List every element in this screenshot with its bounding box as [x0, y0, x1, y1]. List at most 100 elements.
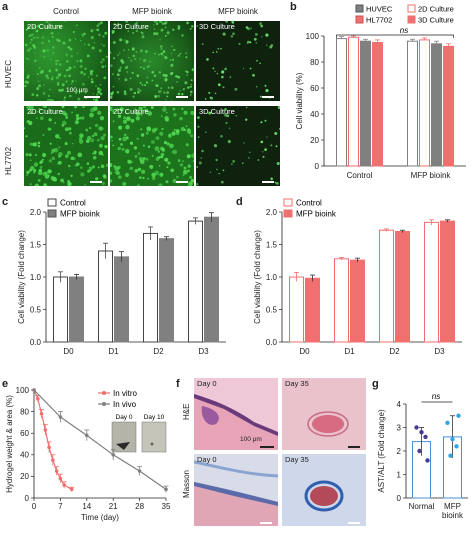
cell-dot	[90, 29, 94, 33]
cell-dot	[124, 172, 130, 178]
cell-dot	[151, 79, 154, 82]
cell-dot	[136, 74, 140, 78]
cell-dot	[123, 116, 127, 120]
cell-dot	[256, 59, 258, 62]
cell-dot	[96, 93, 99, 96]
cell-dot	[176, 81, 179, 83]
data-point	[62, 483, 66, 487]
cell-dot	[112, 144, 115, 147]
y-axis-label-e: Hydrogel weight & area (%)	[5, 395, 14, 493]
cell-dot	[183, 110, 188, 115]
tissue-edge	[194, 394, 278, 436]
cell-dot	[224, 113, 228, 117]
cell-dot	[155, 32, 159, 36]
cell-dot	[235, 115, 237, 117]
cell-dot	[70, 174, 73, 178]
cell-dot	[100, 164, 105, 169]
cell-dot	[176, 175, 179, 179]
cell-dot	[90, 138, 95, 143]
cell-dot	[110, 106, 113, 112]
cell-dot	[98, 49, 102, 53]
cell-dot	[30, 38, 33, 41]
cell-dot	[24, 43, 28, 47]
data-point	[85, 433, 89, 438]
cell-dot	[75, 116, 80, 121]
cell-dot	[102, 58, 105, 61]
bar	[336, 38, 347, 167]
cell-dot	[127, 30, 130, 32]
cell-dot	[121, 147, 125, 151]
cell-dot	[179, 52, 182, 55]
x-tick-label: 21	[109, 502, 118, 511]
cell-dot	[230, 35, 234, 38]
cell-dot	[160, 146, 164, 151]
cell-dot	[61, 110, 66, 115]
cell-dot	[137, 88, 140, 91]
cell-dot	[49, 88, 51, 91]
cell-dot	[43, 84, 45, 86]
micrograph-huvec-mfp-3d: 3D Culture	[196, 21, 280, 101]
cell-dot	[129, 87, 133, 91]
series-line-in-vivo	[33, 389, 167, 490]
cell-dot	[65, 68, 69, 72]
cell-dot	[242, 67, 245, 70]
cell-dot	[99, 92, 103, 96]
cell-dot	[142, 157, 146, 160]
cell-dot	[139, 81, 142, 84]
cell-dot	[69, 47, 73, 51]
cell-dot	[157, 94, 160, 98]
cell-dot	[189, 85, 192, 88]
cell-dot	[124, 78, 128, 82]
cell-dot	[131, 71, 134, 75]
cell-dot	[171, 45, 173, 48]
cell-dot	[61, 83, 65, 87]
cell-dot	[160, 52, 163, 56]
cell-dot	[159, 172, 164, 177]
data-point	[137, 469, 142, 473]
cell-dot	[77, 97, 81, 101]
cell-dot	[89, 166, 91, 169]
cell-dot	[191, 25, 194, 28]
cell-dot	[112, 41, 116, 44]
cell-dot	[145, 81, 148, 83]
cell-dot	[62, 181, 65, 184]
cell-dot	[97, 90, 101, 94]
y-tick-label: 4	[397, 400, 402, 409]
cell-dot	[165, 98, 167, 101]
panel-d: d Control MFP bioink 0.0 0.5 1.0 1.5 2.0 Cell…	[236, 190, 474, 378]
cell-dot	[33, 46, 37, 49]
cell-dot	[65, 116, 69, 119]
cell-dot	[80, 70, 84, 75]
cell-dot	[39, 116, 44, 121]
cell-dot	[100, 136, 105, 141]
y-tick-label: 2	[397, 447, 402, 456]
cell-dot	[36, 72, 40, 76]
cell-dot	[95, 85, 97, 87]
cell-dot	[163, 141, 168, 145]
cell-dot	[164, 55, 168, 60]
cell-dot	[87, 43, 91, 47]
cell-dot	[170, 100, 173, 101]
data-point	[111, 453, 115, 457]
cell-dot	[50, 170, 53, 173]
cell-dot	[119, 142, 124, 147]
cell-dot	[27, 27, 29, 30]
cell-dot	[36, 36, 39, 39]
bar-mfp	[204, 216, 219, 343]
cell-dot	[145, 157, 149, 161]
cell-dot	[208, 111, 212, 115]
legend-control: Control	[296, 199, 322, 208]
cell-dot	[186, 154, 191, 159]
cell-dot	[187, 169, 190, 173]
cell-dot	[71, 82, 73, 85]
cell-dot	[252, 73, 255, 77]
cell-dot	[187, 164, 191, 168]
legend-marker-in-vivo	[102, 402, 106, 406]
cell-dot	[182, 169, 188, 175]
cell-dot	[55, 134, 60, 139]
cell-dot	[255, 33, 258, 36]
cell-dot	[158, 164, 161, 167]
col-header-3: MFP bioink	[218, 7, 258, 16]
cell-dot	[57, 32, 59, 34]
chart-e: In vitro In vivo Day 0 Day 10 0 20 40 60 80 1…	[5, 386, 171, 522]
